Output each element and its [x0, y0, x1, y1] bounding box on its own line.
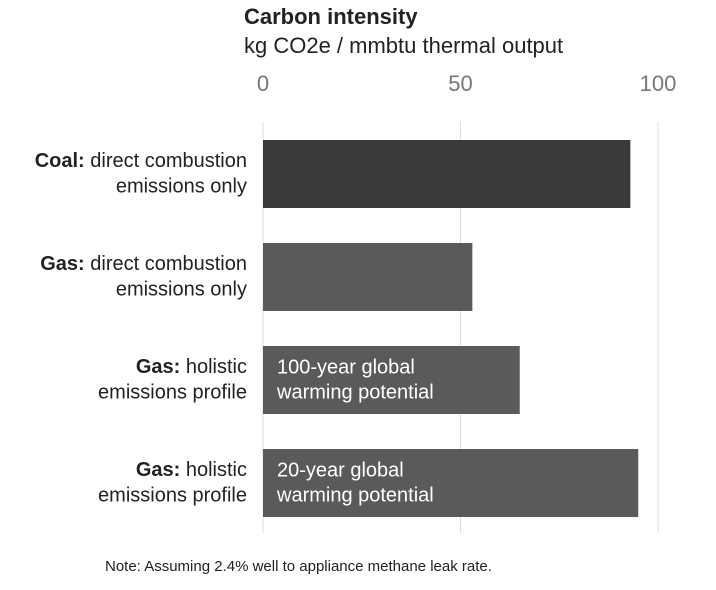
bar-annotation: warming potential [276, 381, 434, 403]
category-label-detail: holistic [186, 459, 247, 481]
category-label: Gas: direct combustion [40, 253, 247, 275]
category-label-detail: holistic [186, 356, 247, 378]
category-label: Coal: direct combustion [35, 150, 247, 172]
bar [263, 346, 520, 414]
chart-subtitle: kg CO2e / mmbtu thermal output [244, 33, 563, 58]
category-label: emissions profile [98, 484, 247, 506]
bar [263, 140, 631, 208]
category-label: Gas: holistic [136, 459, 247, 481]
x-tick-label: 100 [640, 71, 677, 96]
bar-annotation: 100-year global [277, 356, 415, 378]
category-label-detail: direct combustion [90, 150, 247, 172]
x-tick-label: 50 [448, 71, 472, 96]
category-label: emissions only [116, 278, 247, 300]
bar-annotation: warming potential [276, 484, 434, 506]
category-label-detail: direct combustion [90, 253, 247, 275]
note: Note: Assuming 2.4% well to appliance me… [105, 558, 492, 575]
bar [263, 243, 473, 311]
bar-annotation: 20-year global [277, 459, 404, 481]
category-label-bold: Gas: [136, 356, 180, 378]
category-label-bold: Gas: [40, 253, 84, 275]
category-label: emissions profile [98, 381, 247, 403]
bar [263, 449, 639, 517]
category-label: Gas: holistic [136, 356, 247, 378]
category-label-bold: Coal: [35, 150, 85, 172]
category-label: emissions only [116, 175, 247, 197]
chart-title: Carbon intensity [244, 4, 418, 29]
x-tick-label: 0 [257, 71, 269, 96]
category-label-bold: Gas: [136, 459, 180, 481]
